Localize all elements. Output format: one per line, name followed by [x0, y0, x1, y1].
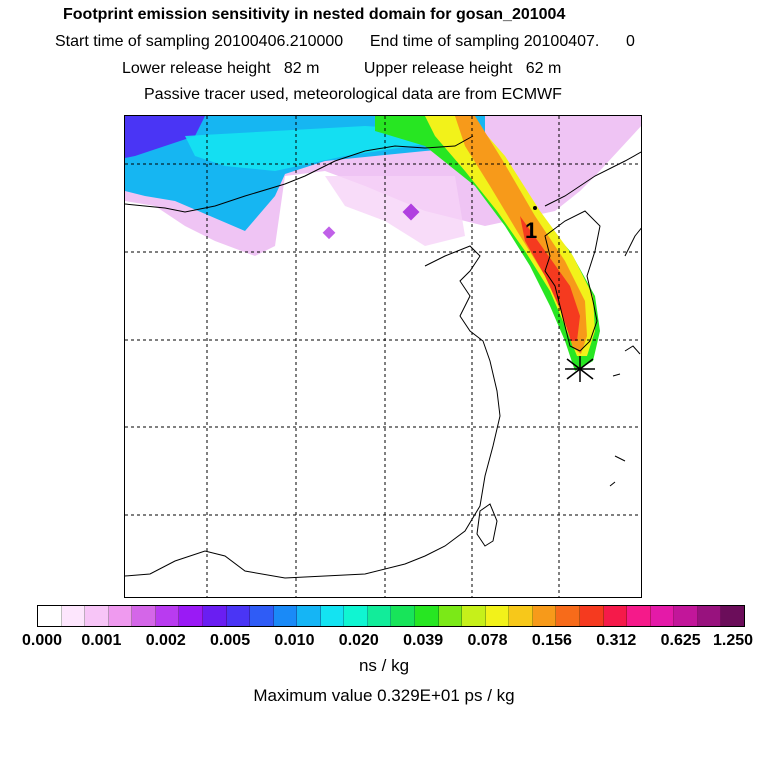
- colorbar-segment: [226, 606, 251, 626]
- colorbar-segment: [391, 606, 415, 626]
- colorbar-segment: [38, 606, 62, 626]
- colorbar-segment: [297, 606, 321, 626]
- colorbar-tick-label: 0.078: [467, 632, 508, 649]
- colorbar-segment: [320, 606, 345, 626]
- plume-cyan-core: [185, 126, 455, 171]
- maximum-value-label: Maximum value 0.329E+01 ps / kg: [253, 686, 515, 705]
- coastline-taiwan: [476, 503, 498, 547]
- colorbar-segment: [108, 606, 133, 626]
- colorbar: [37, 605, 745, 627]
- colorbar-segment: [367, 606, 392, 626]
- trajectory-day-marker: 1: [525, 218, 537, 243]
- map-title: Footprint emission sensitivity in nested…: [63, 6, 566, 23]
- colorbar-segment: [556, 606, 580, 626]
- colorbar-segment: [697, 606, 722, 626]
- colorbar-tick-label: 0.010: [274, 632, 315, 649]
- footprint-map: 1: [124, 115, 642, 598]
- colorbar-tick-label: 0.625: [660, 632, 701, 649]
- colorbar-segment: [674, 606, 698, 626]
- release-height-line: Lower release height 82 m Upper release …: [122, 60, 562, 77]
- plume-haze-spot-1: [325, 176, 465, 246]
- coastline-northeast: [544, 151, 641, 207]
- colorbar-segment: [179, 606, 203, 626]
- tracer-info-line: Passive tracer used, meteorological data…: [144, 86, 562, 103]
- coastline-north-border: [125, 135, 474, 213]
- colorbar-tick-label: 0.000: [21, 632, 63, 649]
- colorbar-segment: [603, 606, 628, 626]
- colorbar-tick-label: 1.250: [712, 632, 754, 649]
- plume-blue-dark: [125, 116, 205, 158]
- map-canvas: 1: [125, 116, 641, 597]
- coastline-china: [125, 245, 501, 579]
- colorbar-segment: [155, 606, 180, 626]
- receptor-star-icon: [565, 356, 595, 382]
- coastline-japan: [609, 227, 641, 487]
- trajectory-day-dot: [533, 206, 537, 210]
- colorbar-tick-label: 0.156: [531, 632, 572, 649]
- coastlines: [125, 135, 641, 579]
- colorbar-segment: [650, 606, 675, 626]
- colorbar-segment: [532, 606, 557, 626]
- colorbar-segment: [415, 606, 439, 626]
- colorbar-tick-label: 0.005: [210, 632, 251, 649]
- footprint-plume: [125, 116, 641, 371]
- colorbar-segment: [85, 606, 109, 626]
- sampling-time-line: Start time of sampling 20100406.210000 E…: [55, 33, 635, 50]
- colorbar-tick-label: 0.039: [403, 632, 444, 649]
- colorbar-segment: [273, 606, 298, 626]
- colorbar-segment: [344, 606, 368, 626]
- colorbar-tick-label: 0.001: [81, 632, 122, 649]
- colorbar-segment: [509, 606, 533, 626]
- colorbar-segment: [250, 606, 274, 626]
- coastline-korea: [544, 210, 601, 352]
- colorbar-segment: [721, 606, 744, 626]
- colorbar-segment: [132, 606, 156, 626]
- plume-yellow-band: [425, 116, 595, 356]
- plume-haze-spot-3: [322, 226, 336, 240]
- colorbar-tick-label: 0.312: [596, 632, 637, 649]
- colorbar-segment: [61, 606, 86, 626]
- colorbar-segment: [462, 606, 486, 626]
- graticule: [125, 116, 641, 597]
- colorbar-tick-label: 0.002: [145, 632, 186, 649]
- colorbar-units: ns / kg: [358, 656, 410, 675]
- colorbar-segment: [579, 606, 604, 626]
- colorbar-segment: [485, 606, 510, 626]
- colorbar-segment: [627, 606, 651, 626]
- colorbar-tick-label: 0.020: [338, 632, 379, 649]
- colorbar-segment: [202, 606, 227, 626]
- colorbar-segment: [438, 606, 463, 626]
